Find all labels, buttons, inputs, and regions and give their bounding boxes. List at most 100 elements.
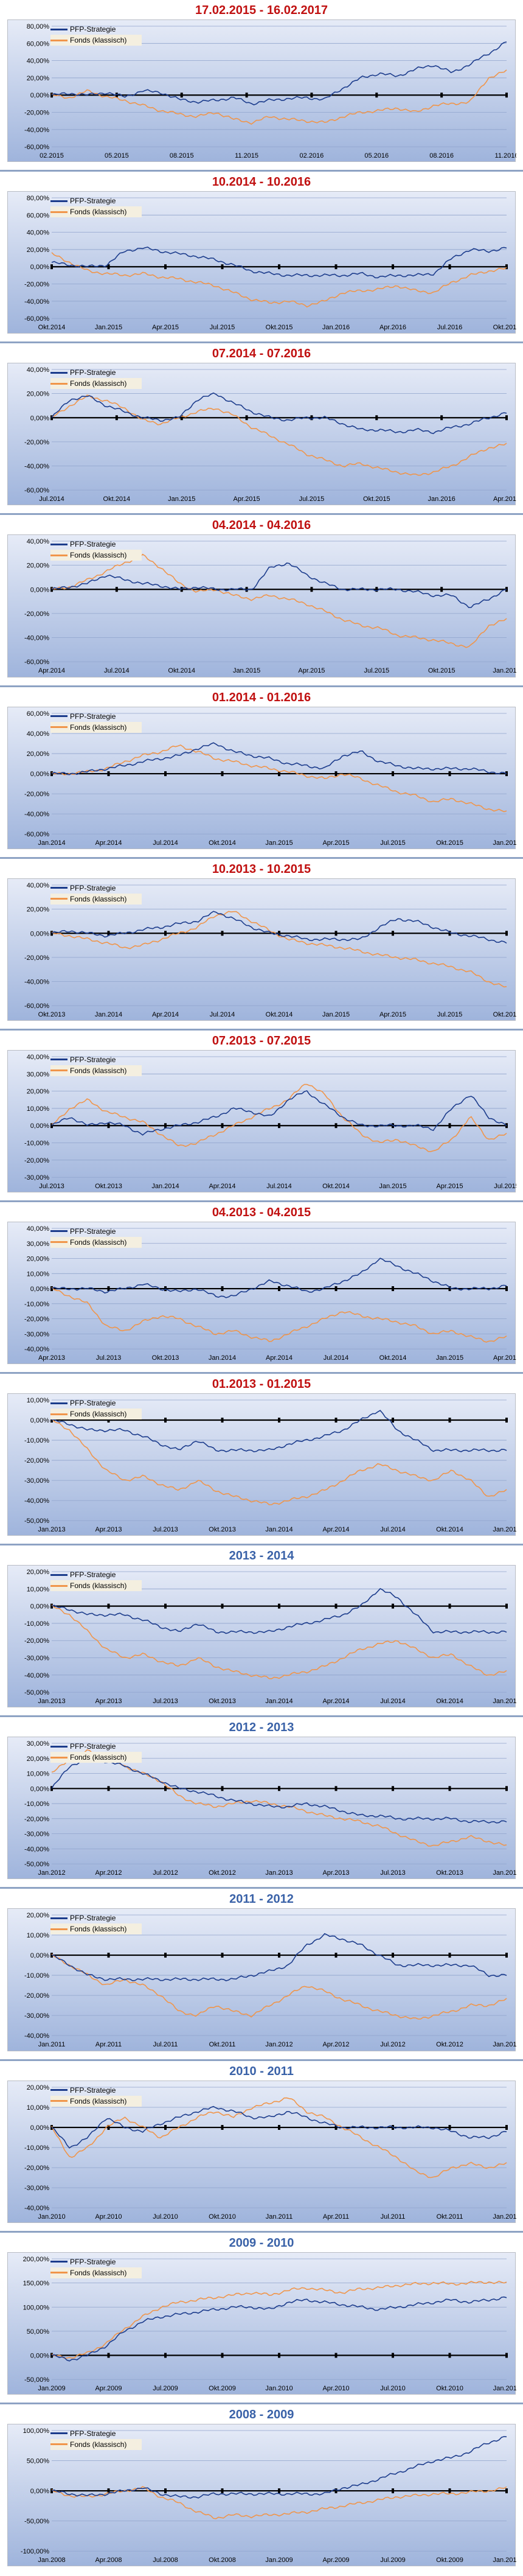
panel-divider: [0, 1200, 523, 1202]
x-tick-marker: [50, 1418, 53, 1423]
legend: PFP-Strategie Fonds (klassisch): [50, 539, 142, 561]
x-tick-label: Apr.2010: [322, 2385, 349, 2392]
panel-divider: [0, 2402, 523, 2404]
legend-swatch: [50, 726, 68, 729]
x-tick-marker: [392, 264, 394, 270]
x-tick-label: Jan.2015: [379, 1183, 406, 1190]
y-tick-label: 100,00%: [23, 2304, 50, 2311]
y-tick-label: -20,00%: [24, 1816, 49, 1823]
x-tick-marker: [221, 1286, 224, 1291]
line-chart: 40,00% 30,00% 20,00% 10,00% 0,00% -10,00% -20,…: [24, 1054, 516, 1190]
y-tick-label: 20,00%: [27, 906, 50, 913]
y-tick-label: -10,00%: [24, 1301, 49, 1308]
y-tick-label: 40,00%: [27, 229, 50, 237]
x-tick-marker: [505, 2124, 508, 2130]
legend-label: PFP-Strategie: [70, 1055, 116, 1064]
x-tick-marker: [440, 587, 443, 592]
x-tick-label: Jul.2013: [153, 1698, 178, 1705]
x-tick-label: Jul.2011: [381, 2213, 406, 2221]
y-tick-label: -60,00%: [24, 1003, 49, 1010]
x-tick-label: Okt.2010: [436, 2385, 463, 2392]
x-tick-label: Okt.2014: [322, 1183, 350, 1190]
legend-swatch: [50, 2443, 68, 2446]
chart-frame: 40,00% 20,00% 0,00% -20,00% -40,00% -60,00% Ok…: [7, 878, 516, 1021]
x-tick-marker: [107, 1953, 110, 1958]
x-tick-marker: [334, 1418, 338, 1423]
legend-entry-strategy: PFP-Strategie: [50, 367, 142, 378]
x-tick-label: Okt.2010: [209, 2213, 236, 2221]
legend-label: Fonds (klassisch): [70, 1410, 127, 1419]
panel-divider: [0, 1372, 523, 1374]
y-tick-label: 80,00%: [27, 23, 50, 30]
x-tick-marker: [221, 1123, 224, 1129]
series-line-pfp-strategie: [51, 41, 507, 106]
x-tick-marker: [505, 1418, 508, 1423]
x-tick-label: Jan.2009: [265, 2557, 293, 2564]
x-tick-marker: [334, 771, 338, 776]
x-tick-label: Apr.2014: [322, 1526, 349, 1533]
x-tick-marker: [448, 1953, 451, 1958]
chart-panel: 04.2013 - 04.2015 40,00% 30,00% 20,00% 10,00…: [7, 1202, 516, 1374]
x-tick-marker: [278, 1603, 280, 1609]
panel-divider: [0, 2059, 523, 2061]
line-chart: 80,00% 60,00% 40,00% 20,00% 0,00% -20,00% -40,…: [24, 23, 516, 159]
y-tick-label: 10,00%: [27, 1932, 50, 1939]
y-tick-label: -40,00%: [24, 1672, 49, 1679]
legend: PFP-Strategie Fonds (klassisch): [50, 1054, 142, 1076]
legend-label: Fonds (klassisch): [70, 208, 127, 217]
x-tick-marker: [107, 1603, 110, 1609]
chart-title: 10.2014 - 10.2016: [212, 175, 311, 189]
chart-title: 04.2013 - 04.2015: [212, 1205, 311, 1219]
y-tick-label: 60,00%: [27, 212, 50, 219]
chart-frame: 80,00% 60,00% 40,00% 20,00% 0,00% -20,00% -40,…: [7, 19, 516, 163]
x-tick-marker: [505, 587, 508, 592]
series-line-pfp-strategie: [51, 562, 507, 609]
x-tick-label: Jan.2014: [265, 1698, 293, 1705]
series-line-pfp-strategie: [51, 1588, 507, 1634]
y-tick-label: 30,00%: [27, 1071, 50, 1078]
chart-frame: 60,00% 40,00% 20,00% 0,00% -20,00% -40,00% -60…: [7, 706, 516, 849]
y-tick-label: 20,00%: [27, 247, 50, 254]
legend-entry-strategy: PFP-Strategie: [50, 2256, 142, 2267]
legend-entry-strategy: PFP-Strategie: [50, 1054, 142, 1065]
x-tick-label: Okt.2013: [209, 1526, 236, 1533]
legend-swatch: [50, 1745, 68, 1748]
series-line-fonds-klassisch: [51, 1953, 507, 2020]
y-tick-label: 60,00%: [27, 40, 50, 47]
x-tick-label: Jan.2015: [95, 324, 122, 331]
x-tick-marker: [392, 1786, 394, 1791]
x-tick-marker: [50, 93, 53, 98]
chart-frame: 40,00% 20,00% 0,00% -20,00% -40,00% -60,00% Ap…: [7, 534, 516, 677]
series-line-pfp-strategie: [51, 2296, 507, 2362]
x-tick-marker: [505, 2488, 508, 2493]
series-line-fonds-klassisch: [51, 1083, 507, 1152]
panel-divider: [0, 1028, 523, 1031]
y-tick-label: -40,00%: [24, 811, 49, 818]
legend-swatch: [50, 2261, 68, 2263]
y-tick-label: -40,00%: [24, 1346, 49, 1353]
y-tick-label: -30,00%: [24, 2013, 49, 2020]
y-tick-label: -20,00%: [24, 1637, 49, 1645]
x-tick-label: Okt.2014: [436, 1526, 463, 1533]
legend: PFP-Strategie Fonds (klassisch): [50, 1226, 142, 1248]
x-tick-marker: [334, 2353, 338, 2358]
x-tick-label: Apr.2013: [95, 1526, 122, 1533]
series-line-pfp-strategie: [51, 1258, 507, 1298]
x-tick-label: Apr.2011: [323, 2213, 349, 2221]
x-tick-label: Jan.2015: [265, 839, 293, 847]
x-tick-marker: [221, 1786, 224, 1791]
legend-swatch: [50, 1584, 68, 1587]
chart-panel: 2008 - 2009 100,00% 50,00% 0,00% -50,00% -100…: [7, 2404, 516, 2576]
x-tick-marker: [278, 1953, 280, 1958]
x-tick-label: Jan.2012: [38, 1869, 65, 1877]
legend-swatch: [50, 1928, 68, 1930]
legend-label: PFP-Strategie: [70, 1742, 116, 1751]
chart-frame: 20,00% 10,00% 0,00% -10,00% -20,00% -30,00% -4…: [7, 2080, 516, 2223]
legend-entry-strategy: PFP-Strategie: [50, 24, 142, 35]
series-line-fonds-klassisch: [51, 744, 507, 812]
chart-title: 2010 - 2011: [229, 2064, 294, 2078]
y-tick-label: 20,00%: [27, 2084, 50, 2091]
y-tick-label: -30,00%: [24, 1655, 49, 1662]
chart-panel: 2013 - 2014 20,00% 10,00% 0,00% -10,00% -20,0…: [7, 1545, 516, 1717]
x-tick-label: Jul.2015: [210, 324, 235, 331]
